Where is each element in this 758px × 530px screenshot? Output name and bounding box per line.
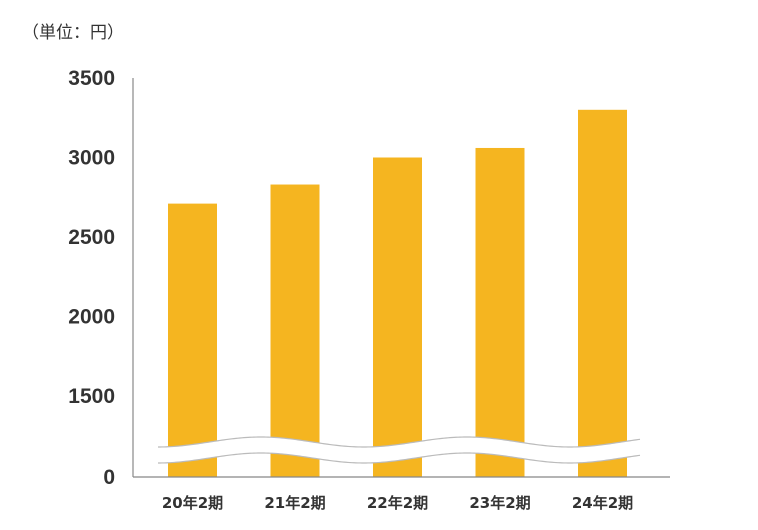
bar <box>168 203 217 478</box>
bar <box>270 184 320 477</box>
break-line <box>157 436 641 448</box>
y-tick-label: 2500 <box>68 226 115 249</box>
y-tick-label: 3500 <box>68 67 115 90</box>
y-tick-label: 1500 <box>68 385 115 408</box>
x-tick-label: 20年2期 <box>162 494 223 512</box>
break-band <box>158 437 640 463</box>
bars-group <box>168 109 627 478</box>
bar <box>373 157 422 477</box>
break-line <box>157 452 641 464</box>
axis-break <box>157 436 641 464</box>
y-tick-labels: 3500 3000 2500 2000 1500 0 <box>68 67 115 489</box>
bar <box>578 109 627 478</box>
y-tick-label: 0 <box>103 466 115 489</box>
bar <box>475 147 525 477</box>
unit-label: （単位：円） <box>22 23 124 43</box>
x-tick-label: 22年2期 <box>367 494 428 512</box>
y-tick-label: 2000 <box>68 306 115 329</box>
x-tick-labels: 20年2期 21年2期 22年2期 23年2期 24年2期 <box>162 494 633 512</box>
x-tick-label: 21年2期 <box>264 494 325 512</box>
x-tick-label: 24年2期 <box>572 494 633 512</box>
y-tick-label: 3000 <box>68 147 115 170</box>
x-tick-label: 23年2期 <box>469 494 530 512</box>
